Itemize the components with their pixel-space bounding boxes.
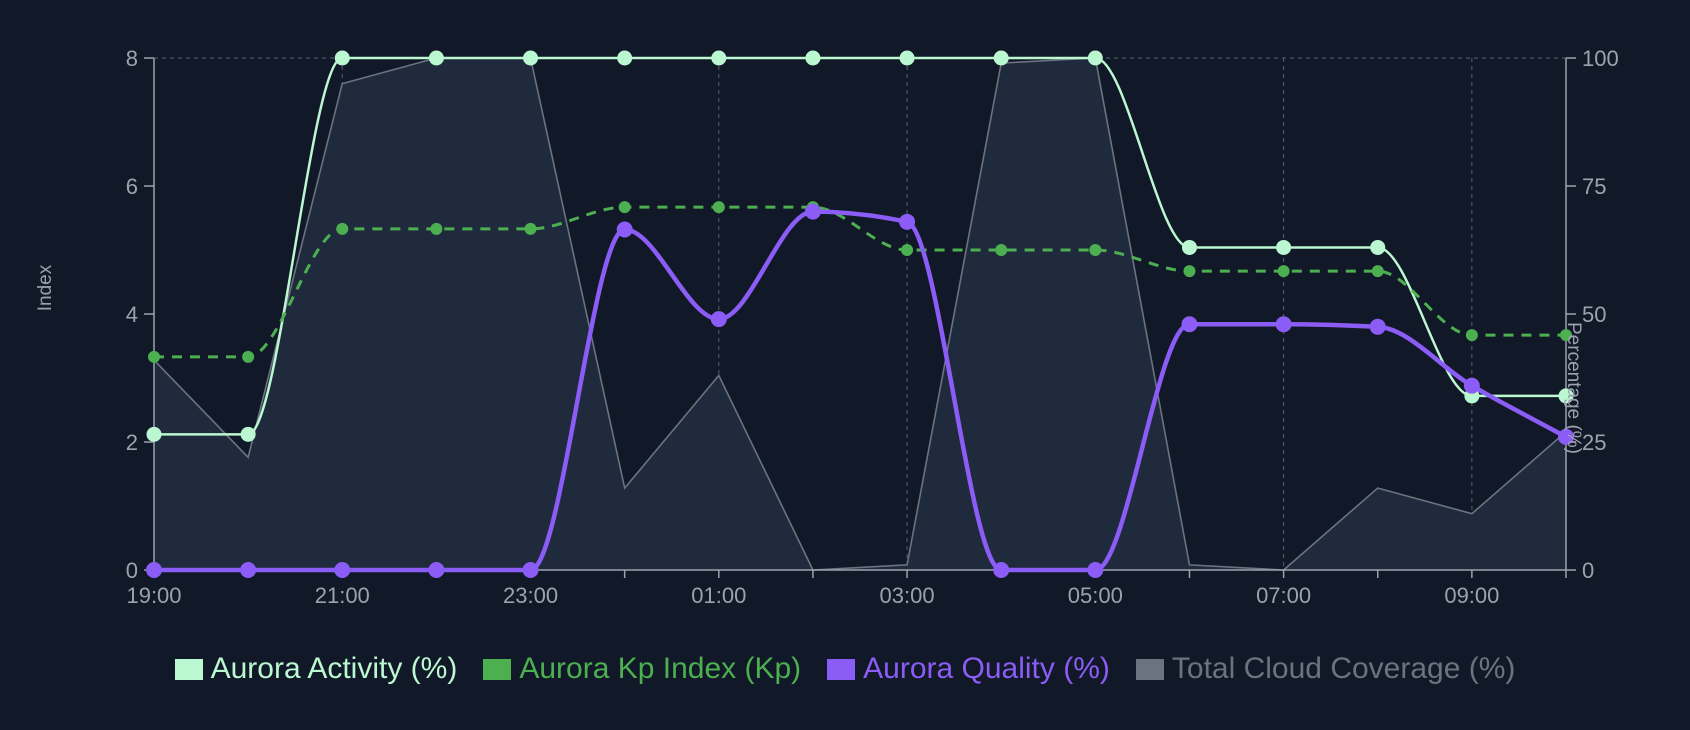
legend-swatch: [174, 658, 203, 680]
aurora-quality-point: [522, 562, 539, 578]
y-right-tick-label: 50: [1582, 302, 1606, 327]
y-left-tick-label: 0: [126, 558, 138, 583]
x-tick-label: 19:00: [126, 583, 181, 608]
aurora-quality-point: [1275, 316, 1292, 333]
y-left-tick-label: 2: [126, 430, 138, 455]
aurora-quality-point: [1181, 316, 1198, 333]
aurora-activity-point: [523, 50, 539, 66]
aurora-activity-point: [1558, 388, 1574, 404]
aurora-quality-point: [146, 562, 162, 578]
aurora-activity-point: [1087, 50, 1103, 66]
total-cloud-coverage-area: [154, 58, 1566, 570]
aurora-kp-index-kp-point: [430, 222, 443, 235]
legend-label: Aurora Kp Index (Kp): [519, 652, 802, 685]
y-right-tick-label: 75: [1582, 174, 1606, 199]
aurora-kp-index-kp-point: [1089, 244, 1102, 256]
aurora-quality-point: [616, 221, 633, 238]
y-left-tick-label: 4: [126, 302, 138, 327]
tick-labels: 0 2 4 6 8 0 25 50 75 100 19:00 21:00 23:00 01:00 03:00…: [126, 46, 1619, 608]
aurora-activity-point: [711, 50, 727, 66]
aurora-quality-point: [710, 311, 727, 328]
aurora-kp-index-kp-point: [1560, 329, 1572, 342]
aurora-quality-point: [993, 562, 1010, 578]
aurora-kp-index-kp-point: [524, 222, 537, 235]
total-cloud-coverage-line: [153, 57, 1567, 571]
aurora-quality-point: [899, 213, 916, 230]
legend-label: Total Cloud Coverage (%): [1171, 652, 1516, 685]
y-right-tick-label: 100: [1582, 46, 1619, 71]
legend: Aurora Activity (%) Aurora Kp Index (Kp) A…: [0, 652, 1690, 686]
aurora-quality-point: [240, 562, 257, 578]
aurora-kp-index-kp-line: [154, 205, 1566, 359]
aurora-activity-point: [146, 426, 162, 442]
x-tick-label: 23:00: [503, 583, 558, 608]
aurora-kp-index-kp-point: [995, 244, 1008, 256]
aurora-kp-index-kp-point: [901, 244, 914, 256]
aurora-kp-index-kp-point: [1277, 265, 1290, 278]
aurora-activity-point: [1181, 239, 1197, 255]
aurora-activity-point: [1276, 239, 1292, 255]
legend-swatch: [1135, 658, 1164, 680]
aurora-activity-point: [993, 50, 1009, 66]
series-points: [146, 50, 1574, 578]
aurora-kp-index-kp-point: [712, 201, 725, 214]
aurora-kp-index-kp-point: [336, 222, 349, 235]
aurora-activity-point: [240, 426, 256, 442]
aurora-activity-point: [899, 50, 915, 66]
x-tick-label: 05:00: [1068, 583, 1123, 608]
aurora-quality-point: [334, 562, 351, 578]
aurora-quality-point: [1087, 562, 1104, 578]
x-tick-label: 07:00: [1256, 583, 1311, 608]
aurora-quality-point: [1558, 428, 1574, 445]
aurora-kp-index-kp-point: [242, 350, 255, 363]
legend-label: Aurora Quality (%): [863, 652, 1110, 685]
aurora-kp-index-kp-point: [1371, 265, 1384, 278]
x-tick-label: 09:00: [1444, 583, 1499, 608]
x-tick-label: 03:00: [880, 583, 935, 608]
aurora-kp-index-kp-point: [618, 201, 631, 214]
legend-label: Aurora Activity (%): [210, 652, 458, 685]
legend-item-total-cloud-coverage[interactable]: Total Cloud Coverage (%): [1135, 652, 1516, 686]
y-right-tick-label: 25: [1582, 430, 1606, 455]
aurora-activity-point: [428, 50, 444, 66]
aurora-activity-point: [1370, 239, 1386, 255]
y-right-tick-label: 0: [1582, 558, 1594, 583]
x-tick-label: 01:00: [691, 583, 746, 608]
y-axis-left-title: Index: [35, 264, 56, 311]
aurora-quality-point: [1369, 318, 1386, 335]
aurora-activity-point: [334, 50, 350, 66]
aurora-kp-index-kp-point: [148, 350, 160, 363]
y-axis-right-title: Percentage (%): [1563, 322, 1584, 454]
legend-item-aurora-activity[interactable]: Aurora Activity (%): [174, 652, 458, 686]
aurora-quality-point: [428, 562, 445, 578]
cloud-coverage-area-layer: [153, 57, 1567, 571]
legend-item-aurora-kp-index-kp[interactable]: Aurora Kp Index (Kp): [483, 652, 801, 686]
aurora-quality-point: [804, 203, 821, 220]
aurora-kp-index-kp-point: [1183, 265, 1196, 278]
aurora-kp-index-kp-point: [1465, 329, 1478, 342]
x-tick-label: 21:00: [315, 583, 370, 608]
legend-item-aurora-quality[interactable]: Aurora Quality (%): [827, 652, 1110, 686]
aurora-activity-point: [805, 50, 821, 66]
aurora-quality-point: [1463, 377, 1480, 394]
legend-swatch: [483, 658, 512, 680]
legend-swatch: [827, 658, 856, 680]
y-left-tick-label: 8: [126, 46, 138, 71]
aurora-activity-point: [617, 50, 633, 66]
y-left-tick-label: 6: [126, 174, 138, 199]
